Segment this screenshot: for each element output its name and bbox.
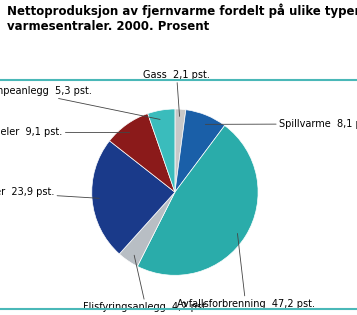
Text: Nettoproduksjon av fjernvarme fordelt på ulike typer
varmesentraler. 2000. Prose: Nettoproduksjon av fjernvarme fordelt på…: [7, 3, 357, 33]
Wedge shape: [110, 114, 175, 192]
Wedge shape: [175, 109, 186, 192]
Wedge shape: [92, 141, 175, 254]
Text: Spillvarme  8,1 pst.: Spillvarme 8,1 pst.: [205, 119, 357, 129]
Text: Avfallsforbrenning  47,2 pst.: Avfallsforbrenning 47,2 pst.: [177, 233, 315, 309]
Text: Gass  2,1 pst.: Gass 2,1 pst.: [143, 70, 210, 116]
Text: Elektrokjeler  23,9 pst.: Elektrokjeler 23,9 pst.: [0, 187, 99, 198]
Text: Flisfyringsanlegg  4,2 pst.: Flisfyringsanlegg 4,2 pst.: [83, 255, 209, 312]
Wedge shape: [137, 125, 258, 275]
Text: Varmepumpeanlegg  5,3 pst.: Varmepumpeanlegg 5,3 pst.: [0, 86, 160, 119]
Wedge shape: [148, 109, 175, 192]
Wedge shape: [119, 192, 175, 266]
Wedge shape: [175, 110, 225, 192]
Text: Oljekjeler  9,1 pst.: Oljekjeler 9,1 pst.: [0, 127, 130, 137]
